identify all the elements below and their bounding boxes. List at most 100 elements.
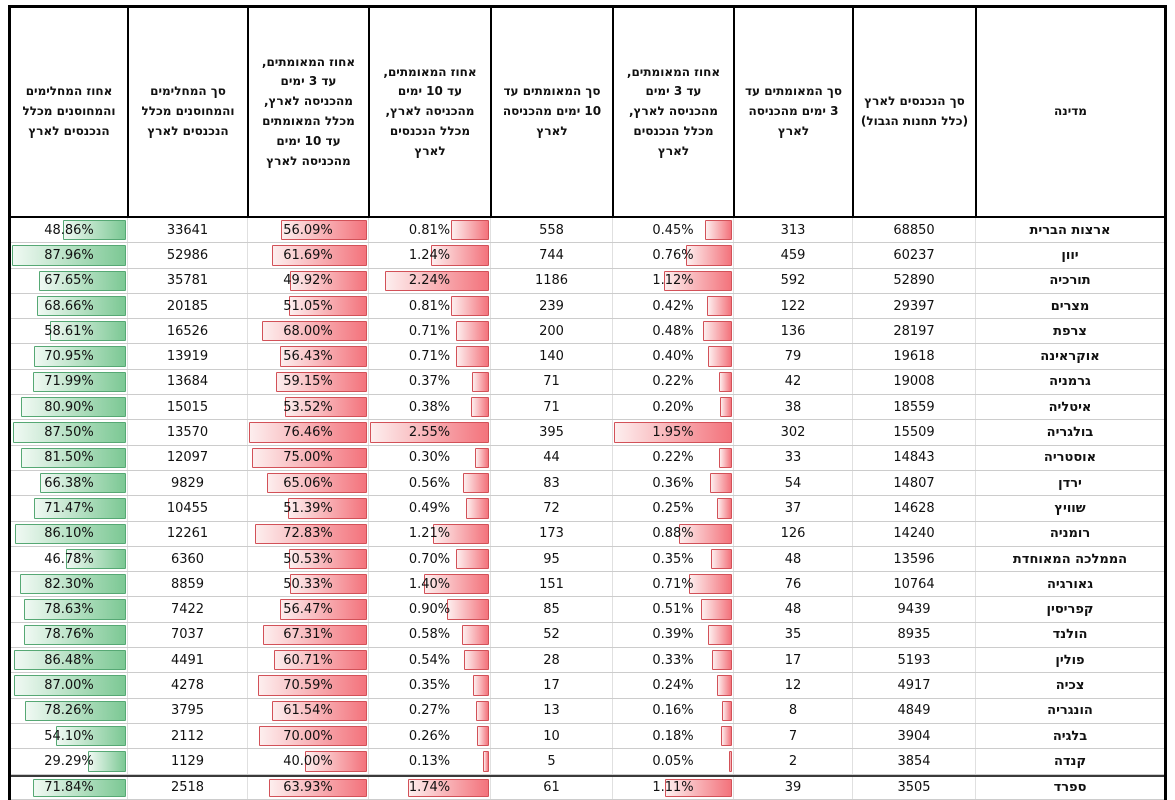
cell-confirmed_10d_pct[interactable]: 0.27% — [368, 698, 490, 723]
cell-confirmed_3d_of_10d_pct[interactable]: 56.47% — [247, 597, 368, 622]
cell-confirmed_10d_pct[interactable]: 0.81% — [368, 293, 490, 319]
cell-confirmed_10d_count[interactable]: 151 — [490, 572, 612, 597]
cell-confirmed_10d_pct[interactable]: 1.21% — [368, 521, 490, 546]
cell-recovered_vaccinated_pct[interactable]: 29.29% — [11, 749, 127, 773]
cell-confirmed_10d_count[interactable]: 239 — [490, 293, 612, 319]
column-header-recovered_vaccinated_count[interactable]: סך המחלימים והמחוסנים מכלל הנכנסים לארץ — [127, 8, 247, 216]
cell-confirmed_10d_pct[interactable]: 0.90% — [368, 597, 490, 622]
cell-confirmed_10d_pct[interactable]: 0.71% — [368, 319, 490, 344]
cell-recovered_vaccinated_pct[interactable]: 86.10% — [11, 522, 127, 546]
cell-recovered_vaccinated_count[interactable]: 2112 — [127, 723, 247, 749]
cell-confirmed_3d_of_10d_pct[interactable]: 59.15% — [247, 369, 368, 395]
cell-country[interactable]: הולנד — [975, 622, 1164, 648]
cell-confirmed_3d_pct[interactable]: 0.45% — [612, 218, 733, 243]
cell-confirmed_3d_pct[interactable]: 0.20% — [612, 395, 733, 420]
cell-recovered_vaccinated_count[interactable]: 33641 — [127, 218, 247, 243]
cell-confirmed_10d_count[interactable]: 744 — [490, 243, 612, 268]
cell-confirmed_3d_count[interactable]: 313 — [733, 218, 852, 243]
cell-country[interactable]: צכיה — [975, 673, 1164, 698]
cell-country[interactable]: הממלכה המאוחדת — [975, 546, 1164, 572]
cell-confirmed_10d_count[interactable]: 85 — [490, 597, 612, 622]
cell-country[interactable]: תורכיה — [975, 268, 1164, 293]
column-header-confirmed_3d_count[interactable]: סך המאומתים עד 3 ימים מהכניסה לארץ — [733, 8, 852, 216]
column-header-country[interactable]: מדינה — [975, 8, 1164, 216]
cell-confirmed_3d_count[interactable]: 302 — [733, 420, 852, 445]
cell-confirmed_3d_of_10d_pct[interactable]: 63.93% — [247, 776, 368, 799]
cell-confirmed_3d_count[interactable]: 7 — [733, 723, 852, 749]
cell-total_entries[interactable]: 14807 — [852, 470, 975, 496]
cell-confirmed_10d_count[interactable]: 17 — [490, 673, 612, 698]
cell-confirmed_10d_pct[interactable]: 0.71% — [368, 344, 490, 369]
cell-confirmed_3d_pct[interactable]: 0.39% — [612, 622, 733, 648]
cell-total_entries[interactable]: 18559 — [852, 395, 975, 420]
cell-country[interactable]: רומניה — [975, 521, 1164, 546]
cell-confirmed_3d_of_10d_pct[interactable]: 65.06% — [247, 470, 368, 496]
cell-country[interactable]: ארצות הברית — [975, 218, 1164, 243]
cell-confirmed_3d_of_10d_pct[interactable]: 60.71% — [247, 648, 368, 673]
cell-recovered_vaccinated_pct[interactable]: 71.99% — [11, 370, 127, 394]
cell-confirmed_10d_pct[interactable]: 1.74% — [368, 776, 490, 799]
cell-country[interactable]: קנדה — [975, 749, 1164, 774]
cell-confirmed_10d_count[interactable]: 61 — [490, 776, 612, 799]
cell-recovered_vaccinated_count[interactable]: 7037 — [127, 622, 247, 648]
cell-confirmed_3d_of_10d_pct[interactable]: 68.00% — [247, 319, 368, 344]
cell-confirmed_3d_pct[interactable]: 1.95% — [612, 420, 733, 445]
cell-recovered_vaccinated_pct[interactable]: 66.38% — [11, 471, 127, 495]
cell-confirmed_3d_of_10d_pct[interactable]: 49.92% — [247, 268, 368, 293]
cell-recovered_vaccinated_count[interactable]: 1129 — [127, 749, 247, 774]
cell-country[interactable]: פולין — [975, 648, 1164, 673]
column-header-confirmed_10d_count[interactable]: סך המאומתים עד 10 ימים מהכניסה לארץ — [490, 8, 612, 216]
cell-confirmed_3d_count[interactable]: 38 — [733, 395, 852, 420]
cell-recovered_vaccinated_pct[interactable]: 78.76% — [11, 623, 127, 647]
cell-total_entries[interactable]: 10764 — [852, 572, 975, 597]
cell-confirmed_10d_count[interactable]: 558 — [490, 218, 612, 243]
cell-confirmed_3d_count[interactable]: 17 — [733, 648, 852, 673]
cell-recovered_vaccinated_pct[interactable]: 78.63% — [11, 597, 127, 621]
cell-confirmed_10d_count[interactable]: 200 — [490, 319, 612, 344]
cell-confirmed_10d_count[interactable]: 52 — [490, 622, 612, 648]
cell-total_entries[interactable]: 3505 — [852, 776, 975, 799]
cell-confirmed_10d_pct[interactable]: 0.37% — [368, 369, 490, 395]
cell-recovered_vaccinated_count[interactable]: 13684 — [127, 369, 247, 395]
cell-recovered_vaccinated_count[interactable]: 13570 — [127, 420, 247, 445]
cell-confirmed_3d_of_10d_pct[interactable]: 51.05% — [247, 293, 368, 319]
cell-confirmed_10d_count[interactable]: 44 — [490, 445, 612, 470]
cell-total_entries[interactable]: 5193 — [852, 648, 975, 673]
cell-recovered_vaccinated_pct[interactable]: 81.50% — [11, 446, 127, 470]
cell-recovered_vaccinated_pct[interactable]: 46.78% — [11, 547, 127, 571]
cell-total_entries[interactable]: 68850 — [852, 218, 975, 243]
cell-total_entries[interactable]: 9439 — [852, 597, 975, 622]
cell-confirmed_10d_count[interactable]: 1186 — [490, 268, 612, 293]
cell-confirmed_3d_count[interactable]: 79 — [733, 344, 852, 369]
cell-confirmed_10d_pct[interactable]: 0.30% — [368, 445, 490, 470]
cell-confirmed_10d_pct[interactable]: 0.13% — [368, 749, 490, 774]
cell-recovered_vaccinated_pct[interactable]: 68.66% — [11, 294, 127, 318]
cell-confirmed_3d_count[interactable]: 459 — [733, 243, 852, 268]
cell-recovered_vaccinated_pct[interactable]: 87.00% — [11, 673, 127, 697]
cell-total_entries[interactable]: 14240 — [852, 521, 975, 546]
cell-country[interactable]: מצרים — [975, 293, 1164, 319]
cell-recovered_vaccinated_count[interactable]: 8859 — [127, 572, 247, 597]
cell-confirmed_3d_pct[interactable]: 0.33% — [612, 648, 733, 673]
cell-confirmed_3d_of_10d_pct[interactable]: 70.59% — [247, 673, 368, 698]
cell-recovered_vaccinated_count[interactable]: 12097 — [127, 445, 247, 470]
cell-country[interactable]: קפריסין — [975, 597, 1164, 622]
cell-recovered_vaccinated_count[interactable]: 4491 — [127, 648, 247, 673]
cell-confirmed_3d_count[interactable]: 592 — [733, 268, 852, 293]
cell-confirmed_10d_pct[interactable]: 0.56% — [368, 470, 490, 496]
cell-recovered_vaccinated_pct[interactable]: 48.86% — [11, 218, 127, 242]
cell-confirmed_3d_pct[interactable]: 0.35% — [612, 546, 733, 572]
cell-confirmed_3d_count[interactable]: 12 — [733, 673, 852, 698]
cell-confirmed_10d_count[interactable]: 72 — [490, 496, 612, 521]
cell-confirmed_3d_count[interactable]: 126 — [733, 521, 852, 546]
column-header-confirmed_10d_pct[interactable]: אחוז המאומתים, עד 10 ימים מהכניסה לארץ, … — [368, 8, 490, 216]
cell-confirmed_3d_pct[interactable]: 1.11% — [612, 776, 733, 799]
cell-total_entries[interactable]: 8935 — [852, 622, 975, 648]
cell-confirmed_3d_of_10d_pct[interactable]: 50.53% — [247, 546, 368, 572]
cell-confirmed_10d_pct[interactable]: 0.38% — [368, 395, 490, 420]
cell-recovered_vaccinated_count[interactable]: 15015 — [127, 395, 247, 420]
cell-confirmed_10d_pct[interactable]: 0.58% — [368, 622, 490, 648]
cell-confirmed_10d_pct[interactable]: 2.55% — [368, 420, 490, 445]
cell-confirmed_3d_of_10d_pct[interactable]: 76.46% — [247, 420, 368, 445]
cell-recovered_vaccinated_pct[interactable]: 71.47% — [11, 496, 127, 520]
